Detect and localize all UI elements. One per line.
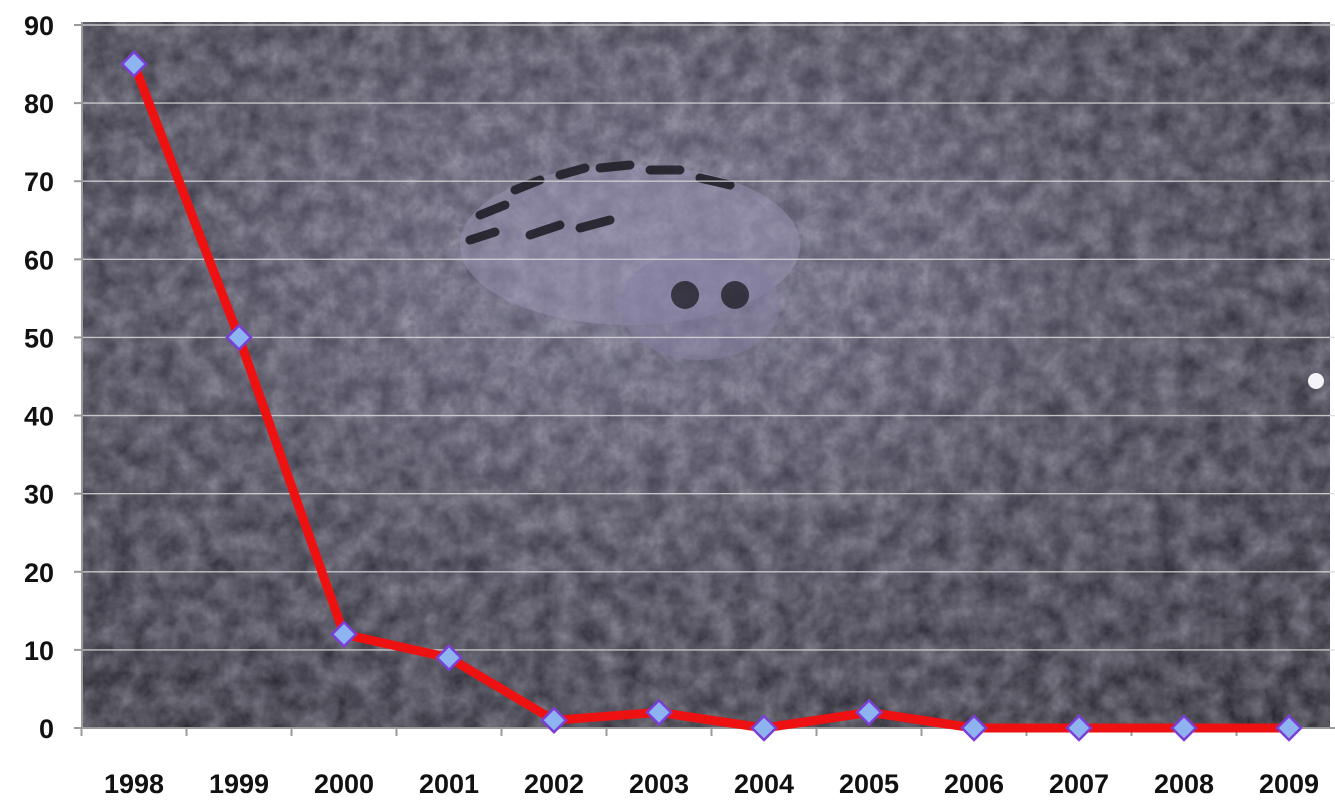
x-tick-label: 1999 bbox=[209, 769, 269, 799]
x-tick-label: 2004 bbox=[734, 769, 794, 799]
x-tick-label: 1998 bbox=[104, 769, 164, 799]
data-point-marker bbox=[750, 714, 778, 742]
data-point-marker bbox=[435, 643, 463, 672]
y-tick-label: 50 bbox=[24, 323, 54, 353]
series-line bbox=[129, 59, 1294, 733]
x-tick-label: 2003 bbox=[629, 769, 689, 799]
y-tick-label: 80 bbox=[24, 89, 54, 119]
x-tick-label: 2009 bbox=[1259, 769, 1319, 799]
data-point-marker bbox=[330, 620, 358, 649]
y-tick-label: 40 bbox=[24, 402, 54, 432]
data-point-marker bbox=[120, 50, 148, 78]
x-tick-label: 2001 bbox=[419, 769, 479, 799]
tiger-photo-background bbox=[82, 22, 1330, 727]
data-point-marker bbox=[855, 698, 883, 727]
y-tick-label: 20 bbox=[24, 558, 54, 588]
data-point-marker bbox=[540, 706, 568, 734]
gridlines bbox=[82, 24, 1335, 651]
y-tick-label: 0 bbox=[39, 714, 54, 744]
data-point-marker bbox=[645, 698, 673, 727]
y-tick-label: 10 bbox=[24, 636, 54, 666]
y-tick-label: 60 bbox=[24, 245, 54, 275]
x-tick-label: 2002 bbox=[524, 769, 584, 799]
data-point-marker bbox=[960, 714, 988, 742]
data-point-marker bbox=[1065, 714, 1093, 742]
y-tick-label: 70 bbox=[24, 167, 54, 197]
data-point-marker bbox=[1170, 714, 1198, 742]
y-axis-tick-labels: 0 10 20 30 40 50 60 70 80 90 bbox=[24, 11, 54, 744]
x-axis-tick-labels: 1998 1999 2000 2001 2002 2003 2004 2005 2006 2007… bbox=[104, 769, 1319, 799]
x-tick-label: 2005 bbox=[839, 769, 899, 799]
x-tick-label: 2006 bbox=[944, 769, 1004, 799]
data-point-marker bbox=[225, 323, 253, 352]
y-tick-label: 90 bbox=[24, 11, 54, 41]
series-group bbox=[120, 50, 1303, 742]
x-tick-label: 2007 bbox=[1049, 769, 1109, 799]
data-point-marker bbox=[1275, 714, 1303, 742]
x-tick-label: 2008 bbox=[1154, 769, 1214, 799]
y-tick-label: 30 bbox=[24, 480, 54, 510]
x-tick-label: 2000 bbox=[314, 769, 374, 799]
